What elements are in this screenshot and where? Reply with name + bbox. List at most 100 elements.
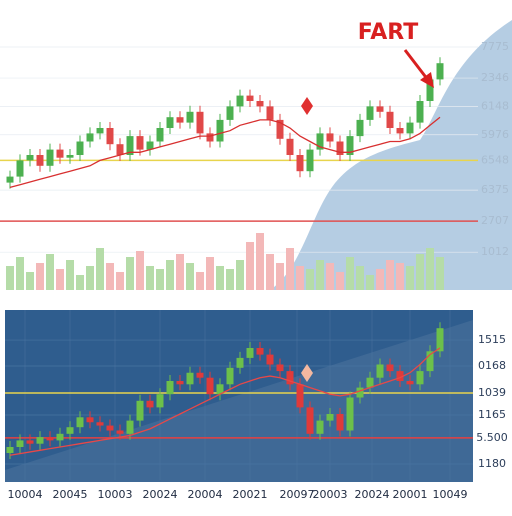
candle-body bbox=[176, 381, 184, 385]
y-tick-label: 0168 bbox=[478, 359, 506, 372]
volume-bar bbox=[396, 263, 404, 290]
candle-body bbox=[236, 95, 244, 107]
volume-bar bbox=[276, 263, 284, 290]
y-tick-label: 6375 bbox=[481, 183, 509, 196]
x-tick-label: 20003 bbox=[313, 488, 348, 501]
candle-body bbox=[46, 437, 54, 441]
volume-bar bbox=[146, 266, 154, 290]
candle-body bbox=[376, 364, 384, 378]
x-tick-label: 10049 bbox=[433, 488, 468, 501]
x-tick-label: 20001 bbox=[393, 488, 428, 501]
candle-body bbox=[6, 176, 14, 183]
volume-bar bbox=[356, 266, 364, 290]
x-tick-label: 20024 bbox=[143, 488, 178, 501]
moving-average bbox=[9, 116, 441, 189]
volume-bar bbox=[326, 263, 334, 290]
candle-body bbox=[246, 95, 254, 101]
volume-bar bbox=[296, 266, 304, 290]
candle-body bbox=[136, 136, 144, 150]
candle-body bbox=[206, 133, 214, 142]
candle-body bbox=[356, 119, 364, 137]
x-tick-label: 20045 bbox=[53, 488, 88, 501]
y-tick-label: 5.500 bbox=[476, 431, 508, 444]
volume-bar bbox=[96, 248, 104, 290]
volume-bar bbox=[266, 254, 274, 290]
candle-body bbox=[46, 149, 54, 166]
candle-body bbox=[106, 128, 114, 145]
candle-body bbox=[196, 111, 204, 134]
volume-bar bbox=[436, 257, 444, 290]
x-tick-label: 20097 bbox=[280, 488, 315, 501]
volume-bar bbox=[316, 260, 324, 290]
candle-body bbox=[326, 133, 334, 142]
candle-body bbox=[66, 155, 74, 158]
candle-body bbox=[386, 111, 394, 128]
y-tick-label: 6548 bbox=[481, 153, 509, 166]
volume-bar bbox=[6, 266, 14, 290]
candle-body bbox=[76, 417, 84, 428]
candle-body bbox=[346, 397, 354, 431]
candle-body bbox=[416, 101, 424, 123]
volume-bar bbox=[226, 269, 234, 290]
candle-body bbox=[156, 394, 164, 408]
y-tick-label: 1515 bbox=[478, 333, 506, 346]
x-tick-label: 20024 bbox=[355, 488, 390, 501]
candle-body bbox=[36, 155, 44, 166]
candle-body bbox=[286, 138, 294, 155]
volume-bar bbox=[416, 254, 424, 290]
volume-bar bbox=[166, 260, 174, 290]
y-tick-label: 1012 bbox=[481, 245, 509, 258]
candle-body bbox=[186, 372, 194, 385]
arrow bbox=[403, 49, 430, 81]
volume-bar bbox=[406, 266, 414, 290]
volume-bar bbox=[246, 242, 254, 290]
candle-body bbox=[146, 141, 154, 150]
candle-body bbox=[96, 422, 104, 426]
candle-body bbox=[426, 79, 434, 101]
candle-body bbox=[136, 400, 144, 421]
volume-bar bbox=[336, 272, 344, 290]
volume-bar bbox=[376, 269, 384, 290]
volume-bar bbox=[196, 272, 204, 290]
candle-body bbox=[246, 348, 254, 358]
candle-body bbox=[66, 427, 74, 434]
volume-bar bbox=[156, 269, 164, 290]
volume-bar bbox=[36, 263, 44, 290]
candle-body bbox=[126, 136, 134, 155]
candle-body bbox=[406, 122, 414, 134]
candle-body bbox=[116, 144, 124, 155]
volume-bar bbox=[386, 260, 394, 290]
candle-body bbox=[296, 384, 304, 408]
volume-bar bbox=[46, 254, 54, 290]
candle-body bbox=[196, 372, 204, 378]
candle-body bbox=[356, 387, 364, 398]
x-tick-label: 10004 bbox=[8, 488, 43, 501]
y-tick-label: 7775 bbox=[481, 40, 509, 53]
candle-body bbox=[326, 414, 334, 421]
arrow-head bbox=[420, 72, 434, 88]
volume-bar bbox=[66, 260, 74, 290]
candle-body bbox=[76, 141, 84, 155]
candle-body bbox=[216, 384, 224, 395]
wedge-shade bbox=[5, 320, 473, 482]
candle-body bbox=[316, 133, 324, 150]
bottom-panel bbox=[5, 310, 473, 482]
annotation: FART bbox=[358, 20, 419, 45]
candle-body bbox=[176, 117, 184, 123]
candle-body bbox=[436, 63, 444, 80]
y-tick-label: 6148 bbox=[481, 99, 509, 112]
candle-body bbox=[6, 447, 14, 453]
candle-body bbox=[56, 433, 64, 441]
x-tick-label: 10003 bbox=[98, 488, 133, 501]
candle-body bbox=[26, 155, 34, 161]
candle-body bbox=[96, 128, 104, 134]
candle-body bbox=[346, 136, 354, 155]
volume-bar bbox=[186, 263, 194, 290]
candle-body bbox=[156, 128, 164, 142]
candle-body bbox=[56, 149, 64, 158]
volume-bar bbox=[216, 266, 224, 290]
volume-bar bbox=[236, 260, 244, 290]
candle-body bbox=[436, 328, 444, 352]
y-tick-label: 1039 bbox=[478, 386, 506, 399]
